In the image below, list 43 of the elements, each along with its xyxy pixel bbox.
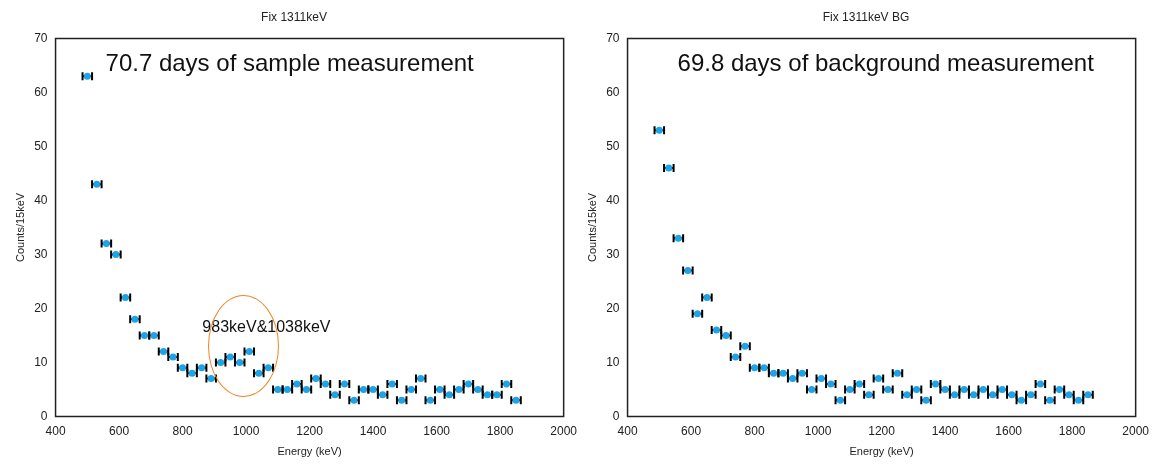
x-tick-label: 1000 (232, 423, 260, 438)
x-tick-label: 1400 (359, 423, 387, 438)
x-tick-label: 1400 (931, 423, 959, 438)
x-tick-label: 1000 (804, 423, 832, 438)
y-tick-label: 60 (606, 84, 620, 99)
x-axis-title: Energy (keV) (277, 445, 342, 458)
y-tick-label: 30 (606, 246, 620, 261)
y-tick-label: 10 (34, 354, 48, 369)
annotation: 70.7 days of sample measurement (105, 49, 475, 77)
y-tick-label: 70 (34, 30, 48, 45)
y-tick-label: 0 (40, 408, 48, 423)
y-axis-title: Counts/15keV (13, 192, 26, 262)
y-tick-label: 40 (606, 192, 620, 207)
y-tick-label: 20 (606, 300, 620, 315)
x-tick-label: 1200 (868, 423, 896, 438)
y-tick-label: 50 (606, 138, 620, 153)
y-tick-label: 70 (606, 30, 620, 45)
chart-title: Fix 1311keV (261, 9, 327, 24)
x-tick-label: 1600 (995, 423, 1023, 438)
y-tick-label: 20 (34, 300, 48, 315)
annotation: 69.8 days of background measurement (677, 49, 1095, 77)
chart-title: Fix 1311keV BG (822, 9, 910, 24)
x-tick-label: 1800 (1058, 423, 1086, 438)
y-tick-label: 10 (606, 354, 620, 369)
x-tick-label: 1600 (423, 423, 451, 438)
x-tick-label: 800 (172, 423, 193, 438)
annotation: 983keV&1038keV (202, 317, 331, 335)
y-tick-label: 0 (612, 408, 620, 423)
x-tick-label: 600 (681, 423, 702, 438)
y-tick-label: 30 (34, 246, 48, 261)
x-tick-label: 2000 (550, 423, 578, 438)
y-tick-label: 40 (34, 192, 48, 207)
y-axis-title: Counts/15keV (585, 192, 598, 262)
x-tick-label: 1800 (486, 423, 514, 438)
x-tick-label: 800 (744, 423, 765, 438)
y-tick-label: 60 (34, 84, 48, 99)
y-tick-label: 50 (34, 138, 48, 153)
x-tick-label: 1200 (296, 423, 324, 438)
x-axis-title: Energy (keV) (849, 445, 914, 458)
x-tick-label: 400 (45, 423, 66, 438)
x-tick-label: 400 (617, 423, 638, 438)
x-tick-label: 2000 (1122, 423, 1150, 438)
x-tick-label: 600 (109, 423, 130, 438)
